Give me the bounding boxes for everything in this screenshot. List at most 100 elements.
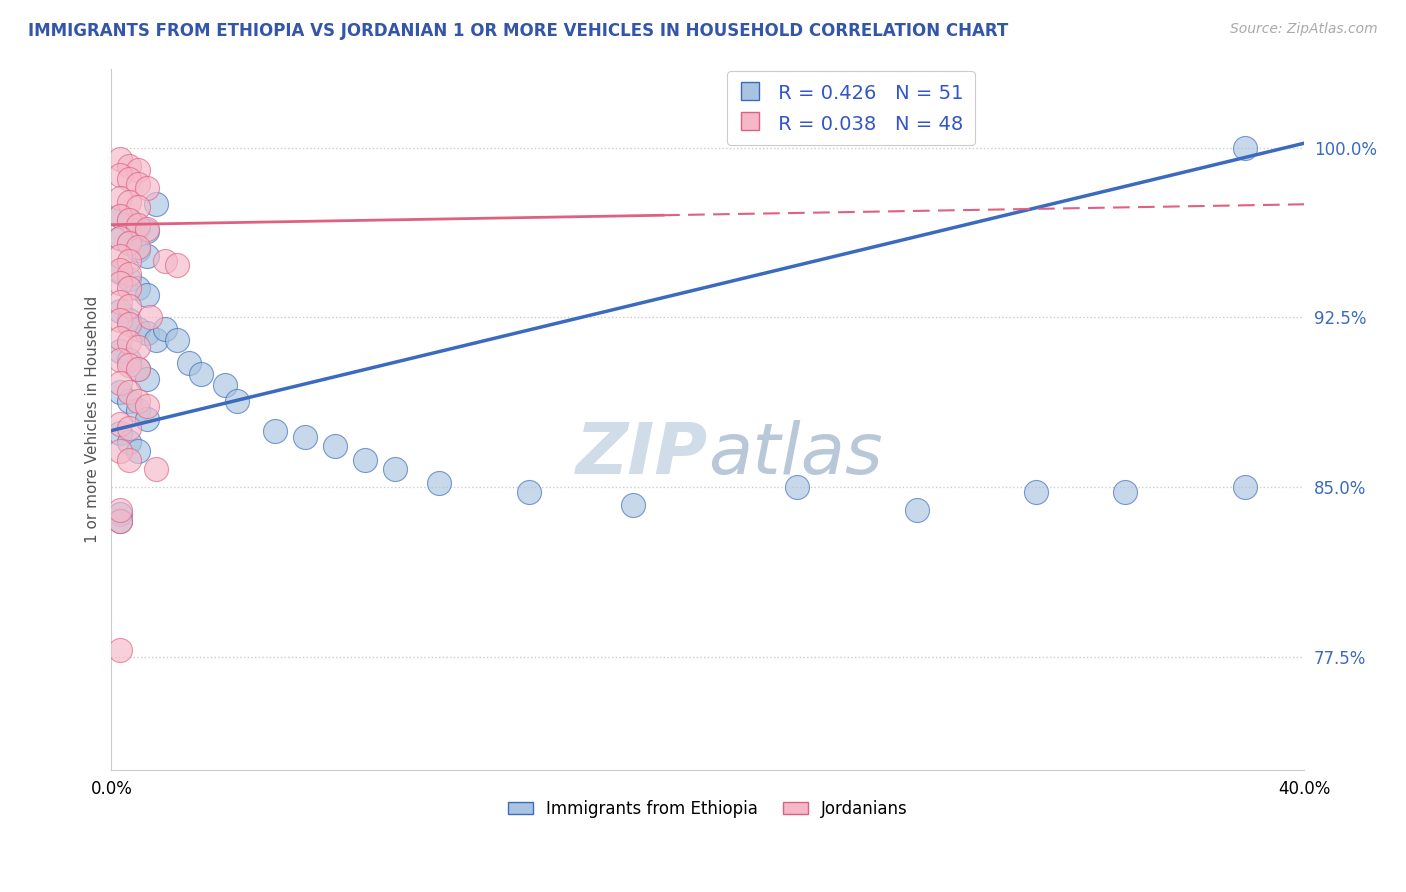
Point xyxy=(110,249,132,263)
Point xyxy=(118,213,141,227)
Point xyxy=(127,200,149,214)
Point xyxy=(621,498,644,512)
Point xyxy=(1233,480,1256,494)
Point xyxy=(127,240,149,254)
Point xyxy=(153,253,176,268)
Point xyxy=(127,243,149,257)
Point xyxy=(110,376,132,390)
Point xyxy=(517,484,540,499)
Point xyxy=(118,268,141,282)
Point xyxy=(136,326,159,341)
Point xyxy=(118,172,141,186)
Point xyxy=(110,209,132,223)
Point xyxy=(127,362,149,376)
Point xyxy=(118,159,141,173)
Point xyxy=(118,453,141,467)
Point xyxy=(118,235,141,250)
Point xyxy=(118,281,141,295)
Point xyxy=(110,263,132,277)
Point xyxy=(786,480,808,494)
Point xyxy=(110,514,132,528)
Point xyxy=(153,322,176,336)
Point xyxy=(118,358,141,372)
Point xyxy=(127,177,149,191)
Point xyxy=(110,385,132,400)
Point xyxy=(110,425,132,440)
Point xyxy=(1025,484,1047,499)
Point xyxy=(118,312,141,326)
Point xyxy=(110,643,132,657)
Point xyxy=(225,394,247,409)
Point xyxy=(127,394,149,409)
Point xyxy=(110,277,132,291)
Point xyxy=(110,294,132,309)
Point xyxy=(110,209,132,223)
Text: ZIP: ZIP xyxy=(575,420,707,489)
Point xyxy=(118,394,141,409)
Point xyxy=(110,231,132,245)
Point xyxy=(118,353,141,368)
Point xyxy=(1233,141,1256,155)
Point xyxy=(136,412,159,426)
Point xyxy=(166,259,188,273)
Point xyxy=(354,453,377,467)
Point xyxy=(136,399,159,413)
Point xyxy=(127,218,149,232)
Point xyxy=(118,421,141,435)
Point xyxy=(136,224,159,238)
Point xyxy=(127,163,149,178)
Point xyxy=(118,434,141,449)
Point xyxy=(127,403,149,417)
Text: IMMIGRANTS FROM ETHIOPIA VS JORDANIAN 1 OR MORE VEHICLES IN HOUSEHOLD CORRELATIO: IMMIGRANTS FROM ETHIOPIA VS JORDANIAN 1 … xyxy=(28,22,1008,40)
Point xyxy=(110,303,132,318)
Point xyxy=(118,235,141,250)
Point xyxy=(127,281,149,295)
Point xyxy=(110,312,132,326)
Point xyxy=(110,231,132,245)
Point xyxy=(118,299,141,313)
Point xyxy=(110,344,132,359)
Point xyxy=(127,444,149,458)
Point xyxy=(429,475,451,490)
Point xyxy=(118,194,141,209)
Point xyxy=(110,444,132,458)
Point xyxy=(118,385,141,400)
Point xyxy=(110,508,132,522)
Point xyxy=(264,424,287,438)
Point xyxy=(136,371,159,385)
Legend: Immigrants from Ethiopia, Jordanians: Immigrants from Ethiopia, Jordanians xyxy=(501,794,915,825)
Point xyxy=(118,253,141,268)
Point xyxy=(177,356,200,370)
Point xyxy=(1114,484,1136,499)
Point xyxy=(190,367,212,381)
Point xyxy=(145,462,167,476)
Point xyxy=(110,331,132,345)
Point xyxy=(110,168,132,182)
Point xyxy=(136,222,159,236)
Point xyxy=(384,462,406,476)
Point xyxy=(136,287,159,301)
Point xyxy=(110,265,132,279)
Point xyxy=(127,362,149,376)
Point xyxy=(127,219,149,234)
Point xyxy=(110,502,132,516)
Point xyxy=(136,181,159,195)
Point xyxy=(118,335,141,350)
Text: Source: ZipAtlas.com: Source: ZipAtlas.com xyxy=(1230,22,1378,37)
Point xyxy=(110,152,132,166)
Point xyxy=(145,333,167,347)
Point xyxy=(110,514,132,528)
Point xyxy=(118,213,141,227)
Point xyxy=(214,378,236,392)
Point xyxy=(118,317,141,331)
Point xyxy=(323,439,346,453)
Point xyxy=(127,322,149,336)
Point xyxy=(136,249,159,263)
Point xyxy=(294,430,316,444)
Text: atlas: atlas xyxy=(707,420,883,489)
Point xyxy=(127,340,149,354)
Point xyxy=(118,272,141,286)
Point xyxy=(110,190,132,204)
Point xyxy=(110,353,132,368)
Y-axis label: 1 or more Vehicles in Household: 1 or more Vehicles in Household xyxy=(86,295,100,543)
